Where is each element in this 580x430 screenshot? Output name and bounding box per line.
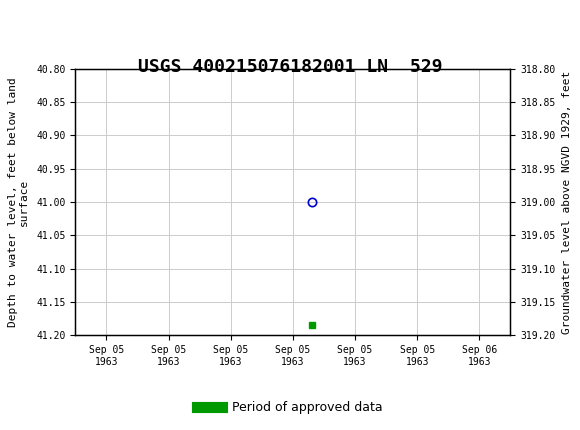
Legend: Period of approved data: Period of approved data xyxy=(192,396,388,419)
Y-axis label: Groundwater level above NGVD 1929, feet: Groundwater level above NGVD 1929, feet xyxy=(563,71,572,334)
Text: ☒USGS: ☒USGS xyxy=(17,16,95,35)
Text: USGS 400215076182001 LN  529: USGS 400215076182001 LN 529 xyxy=(138,58,442,76)
Y-axis label: Depth to water level, feet below land
surface: Depth to water level, feet below land su… xyxy=(8,77,30,327)
